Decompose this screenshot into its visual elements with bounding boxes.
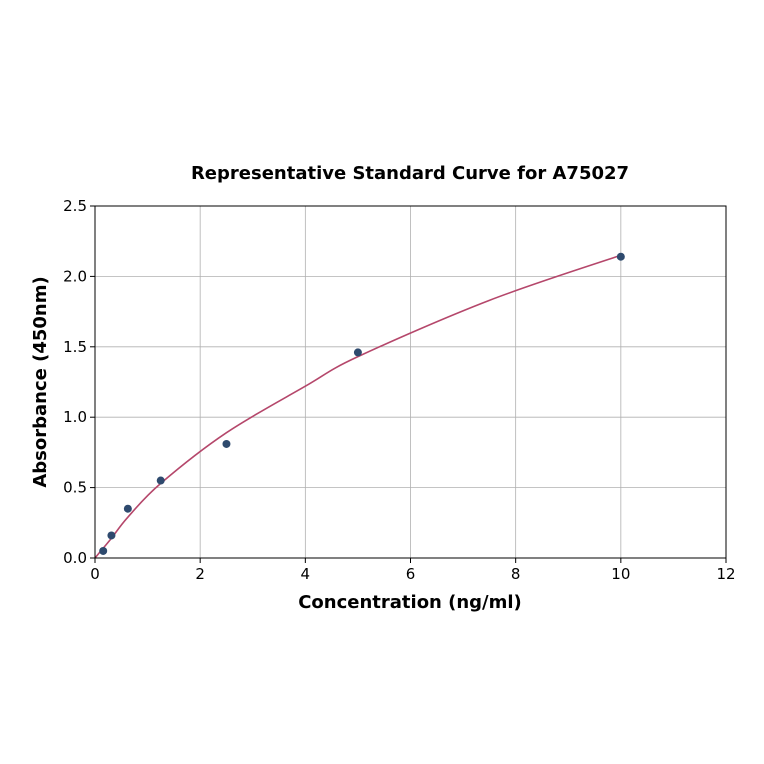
y-tick-label: 0.5 (63, 479, 87, 497)
data-point (107, 531, 116, 540)
data-point (222, 439, 231, 448)
y-tick-label: 2.0 (63, 267, 87, 285)
x-tick-label: 12 (716, 565, 735, 583)
x-tick-label: 6 (406, 565, 416, 583)
data-point (616, 252, 625, 261)
fit-curve (94, 254, 622, 559)
x-tick-label: 10 (611, 565, 630, 583)
chart-title: Representative Standard Curve for A75027 (191, 163, 629, 184)
y-tick-label: 2.5 (63, 197, 87, 215)
data-point (353, 348, 362, 357)
x-tick-label: 4 (301, 565, 311, 583)
data-point (156, 476, 165, 485)
y-tick-label: 0.0 (63, 549, 87, 567)
y-axis-label: Absorbance (450nm) (30, 276, 51, 487)
y-tick-label: 1.5 (63, 338, 87, 356)
y-tick-label: 1.0 (63, 408, 87, 426)
data-point (99, 546, 108, 555)
data-point (123, 504, 132, 513)
x-tick-label: 0 (90, 565, 100, 583)
x-tick-label: 8 (511, 565, 521, 583)
x-tick-label: 2 (195, 565, 205, 583)
plot-frame (94, 205, 727, 559)
x-axis-label: Concentration (ng/ml) (298, 592, 522, 613)
